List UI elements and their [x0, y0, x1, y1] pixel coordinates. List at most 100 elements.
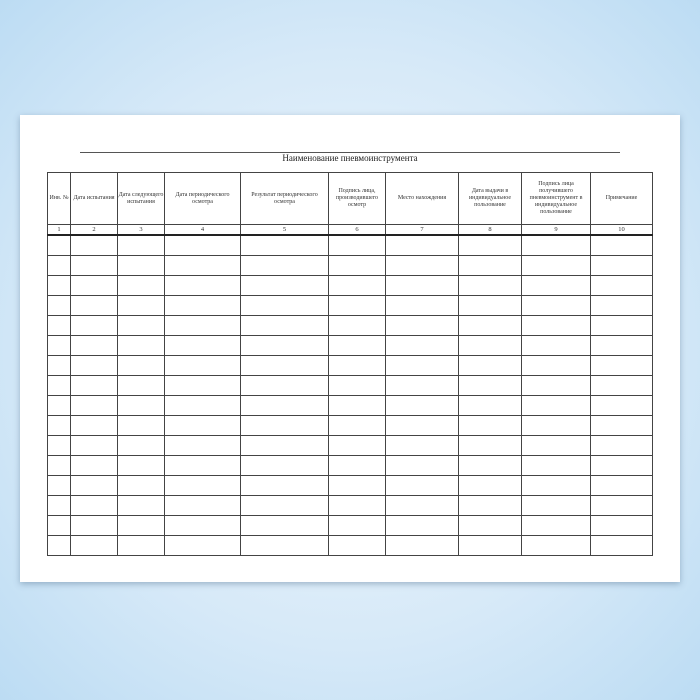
table-cell	[117, 455, 165, 476]
column-number: 2	[70, 224, 118, 236]
table-cell	[521, 415, 591, 436]
table-cell	[240, 335, 329, 356]
table-cell	[70, 435, 118, 456]
table-cell	[590, 315, 653, 336]
table-cell	[590, 234, 653, 256]
table-cell	[117, 275, 165, 296]
table-cell	[458, 275, 522, 296]
table-cell	[47, 275, 71, 296]
table-cell	[328, 475, 386, 496]
table-cell	[70, 455, 118, 476]
table-cell	[117, 395, 165, 416]
table-row	[47, 415, 653, 436]
table-cell	[385, 515, 459, 536]
table-cell	[164, 415, 241, 436]
table-cell	[458, 234, 522, 256]
table-cell	[328, 295, 386, 316]
table-row	[47, 375, 653, 396]
table-cell	[385, 435, 459, 456]
table-cell	[164, 475, 241, 496]
table-cell	[164, 295, 241, 316]
table-cell	[590, 395, 653, 416]
table-row	[47, 455, 653, 476]
table-cell	[47, 495, 71, 516]
table-cell	[240, 355, 329, 376]
table-cell	[240, 275, 329, 296]
table-cell	[164, 275, 241, 296]
table-cell	[70, 335, 118, 356]
table-cell	[521, 495, 591, 516]
table-cell	[458, 295, 522, 316]
table-cell	[385, 475, 459, 496]
table-cell	[328, 375, 386, 396]
column-number: 10	[590, 224, 653, 236]
table-cell	[521, 295, 591, 316]
table-cell	[70, 295, 118, 316]
table-cell	[70, 275, 118, 296]
table-cell	[70, 355, 118, 376]
table-cell	[47, 535, 71, 556]
column-header: Инв. №	[47, 172, 71, 225]
table-cell	[117, 375, 165, 396]
table-cell	[240, 495, 329, 516]
table-cell	[458, 375, 522, 396]
table-cell	[458, 535, 522, 556]
table-cell	[590, 275, 653, 296]
table-cell	[70, 415, 118, 436]
table-row	[47, 275, 653, 296]
table-cell	[117, 234, 165, 256]
table-cell	[117, 495, 165, 516]
table-cell	[240, 435, 329, 456]
table-row	[47, 535, 653, 556]
column-number: 7	[385, 224, 459, 236]
column-number: 4	[164, 224, 241, 236]
table-cell	[385, 455, 459, 476]
table-cell	[458, 415, 522, 436]
table-row	[47, 335, 653, 356]
table-cell	[521, 255, 591, 276]
table-row	[47, 355, 653, 376]
table-row	[47, 234, 653, 256]
table-cell	[385, 234, 459, 256]
table-cell	[164, 315, 241, 336]
table-cell	[240, 535, 329, 556]
table-cell	[458, 435, 522, 456]
table-cell	[328, 234, 386, 256]
table-row	[47, 255, 653, 276]
column-number-row: 1 2 3 4 5 6 7 8 9 10	[47, 224, 653, 236]
table-cell	[385, 495, 459, 516]
table-cell	[385, 415, 459, 436]
table-cell	[47, 375, 71, 396]
table-cell	[458, 475, 522, 496]
table-cell	[117, 255, 165, 276]
table-cell	[328, 495, 386, 516]
table-cell	[47, 395, 71, 416]
table-cell	[458, 515, 522, 536]
table-cell	[590, 255, 653, 276]
table-cell	[328, 515, 386, 536]
table-cell	[117, 295, 165, 316]
table-cell	[164, 255, 241, 276]
table-cell	[117, 535, 165, 556]
column-header: Примечание	[590, 172, 653, 225]
table-cell	[47, 455, 71, 476]
table-cell	[521, 275, 591, 296]
table-cell	[521, 234, 591, 256]
table-cell	[590, 475, 653, 496]
table-cell	[164, 335, 241, 356]
table-cell	[590, 495, 653, 516]
table-row	[47, 315, 653, 336]
column-number: 3	[117, 224, 165, 236]
column-header: Дата испытания	[70, 172, 118, 225]
table-cell	[117, 515, 165, 536]
table-cell	[164, 234, 241, 256]
table-cell	[70, 475, 118, 496]
table-cell	[521, 355, 591, 376]
table-cell	[328, 395, 386, 416]
table-cell	[458, 495, 522, 516]
table-cell	[521, 535, 591, 556]
table-cell	[47, 415, 71, 436]
log-table: Инв. № Дата испытания Дата следующего испы…	[47, 172, 653, 556]
column-header: Результат периодического осмотра	[240, 172, 329, 225]
table-cell	[70, 515, 118, 536]
